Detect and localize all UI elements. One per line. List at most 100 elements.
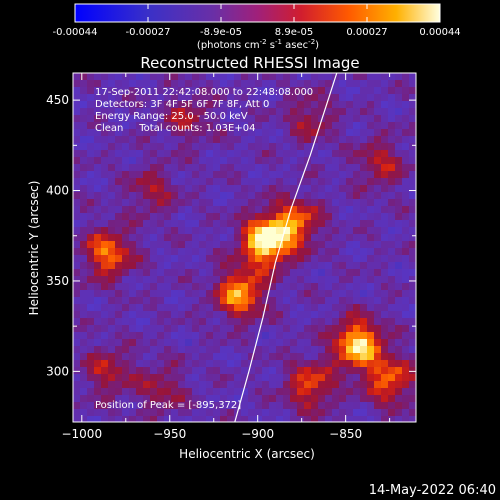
heatmap-cell [150,262,158,270]
heatmap-cell [171,115,179,123]
heatmap-cell [353,136,361,144]
heatmap-cell [332,255,340,263]
heatmap-cell [115,262,123,270]
heatmap-cell [80,297,88,305]
heatmap-cell [234,353,242,361]
heatmap-cell [346,416,354,422]
heatmap-cell [325,360,333,368]
heatmap-cell [269,220,277,228]
heatmap-cell [94,192,102,200]
heatmap-cell [311,234,319,242]
heatmap-cell [87,220,95,228]
heatmap-cell [276,255,284,263]
heatmap-cell [276,297,284,305]
heatmap-cell [115,402,123,410]
heatmap-cell [241,185,249,193]
heatmap-cell [206,199,214,207]
heatmap-cell [234,269,242,277]
heatmap-cell [332,143,340,151]
heatmap-cell [290,185,298,193]
heatmap-cell [199,164,207,172]
heatmap-cell [108,199,116,207]
heatmap-cell [402,122,410,130]
heatmap-cell [395,178,403,186]
heatmap-cell [248,234,256,242]
heatmap-cell [157,248,165,256]
heatmap-cell [178,80,186,88]
heatmap-cell [283,374,291,382]
heatmap-cell [185,409,193,417]
heatmap-cell [87,276,95,284]
heatmap-cell [346,94,354,102]
heatmap-cell [220,199,228,207]
heatmap-cell [283,395,291,403]
heatmap-cell [304,122,312,130]
heatmap-cell [409,87,416,95]
heatmap-cell [395,360,403,368]
heatmap-cell [269,164,277,172]
heatmap-cell [262,150,270,158]
heatmap-cell [367,311,375,319]
heatmap-cell [136,353,144,361]
heatmap-cell [164,185,172,193]
heatmap-cell [227,199,235,207]
heatmap-cell [374,206,382,214]
heatmap-cell [220,171,228,179]
heatmap-cell [80,227,88,235]
heatmap-cell [409,262,416,270]
heatmap-cell [213,227,221,235]
heatmap-cell [283,241,291,249]
heatmap-cell [227,227,235,235]
heatmap-cell [346,276,354,284]
heatmap-cell [402,248,410,256]
heatmap-cell [311,311,319,319]
heatmap-cell [220,269,228,277]
heatmap-cell [220,129,228,137]
heatmap-cell [283,276,291,284]
heatmap-cell [206,402,214,410]
heatmap-cell [115,234,123,242]
heatmap-cell [171,304,179,312]
heatmap-cell [73,318,81,326]
heatmap-cell [262,395,270,403]
heatmap-cell [276,269,284,277]
heatmap-cell [297,87,305,95]
heatmap-cell [241,108,249,116]
heatmap-cell [206,290,214,298]
heatmap-cell [381,101,389,109]
heatmap-cell [255,241,263,249]
heatmap-cell [248,101,256,109]
heatmap-cell [360,402,368,410]
heatmap-cell [304,178,312,186]
heatmap-cell [206,269,214,277]
heatmap-cell [87,115,95,123]
heatmap-cell [164,318,172,326]
heatmap-cell [157,367,165,375]
heatmap-cell [234,346,242,354]
heatmap-cell [234,318,242,326]
heatmap-cell [94,206,102,214]
heatmap-cell [73,269,81,277]
heatmap-cell [150,290,158,298]
heatmap-cell [283,108,291,116]
heatmap-cell [213,360,221,368]
heatmap-cell [220,388,228,396]
heatmap-cell [353,234,361,242]
heatmap-cell [129,87,137,95]
heatmap-cell [94,332,102,340]
heatmap-cell [283,122,291,130]
heatmap-cell [143,360,151,368]
heatmap-cell [115,332,123,340]
heatmap-cell [283,360,291,368]
heatmap-cell [290,108,298,116]
heatmap-cell [262,192,270,200]
heatmap-cell [297,185,305,193]
heatmap-cell [122,269,130,277]
heatmap-cell [381,178,389,186]
heatmap-cell [136,80,144,88]
heatmap-cell [283,185,291,193]
heatmap-cell [311,339,319,347]
heatmap-cell [402,80,410,88]
heatmap-cell [318,143,326,151]
heatmap-cell [374,213,382,221]
